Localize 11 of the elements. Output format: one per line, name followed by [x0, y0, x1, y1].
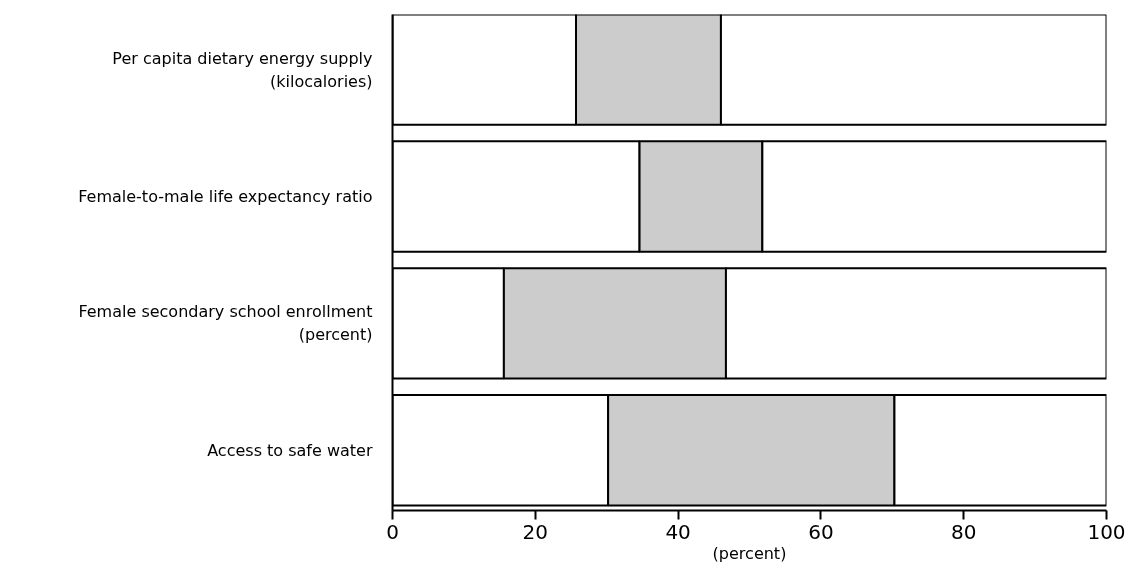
y-tick-label: Female-to-male life expectancy ratio — [78, 187, 373, 207]
x-tick-label: 60 — [808, 519, 834, 544]
x-tick-label: 80 — [950, 519, 977, 544]
x-tick-label: 40 — [665, 519, 691, 544]
x-axis-title: (percent) — [712, 543, 787, 563]
x-tick-label: 100 — [1087, 519, 1126, 544]
x-tick-label: 20 — [522, 519, 549, 544]
y-tick-label: Per capita dietary energy supply (kilocalories) — [112, 48, 373, 91]
y-tick-label: Female secondary school enrollment (percent) — [78, 302, 373, 345]
y-tick-label: Access to safe water — [207, 440, 373, 460]
x-tick-label: 0 — [386, 519, 399, 544]
